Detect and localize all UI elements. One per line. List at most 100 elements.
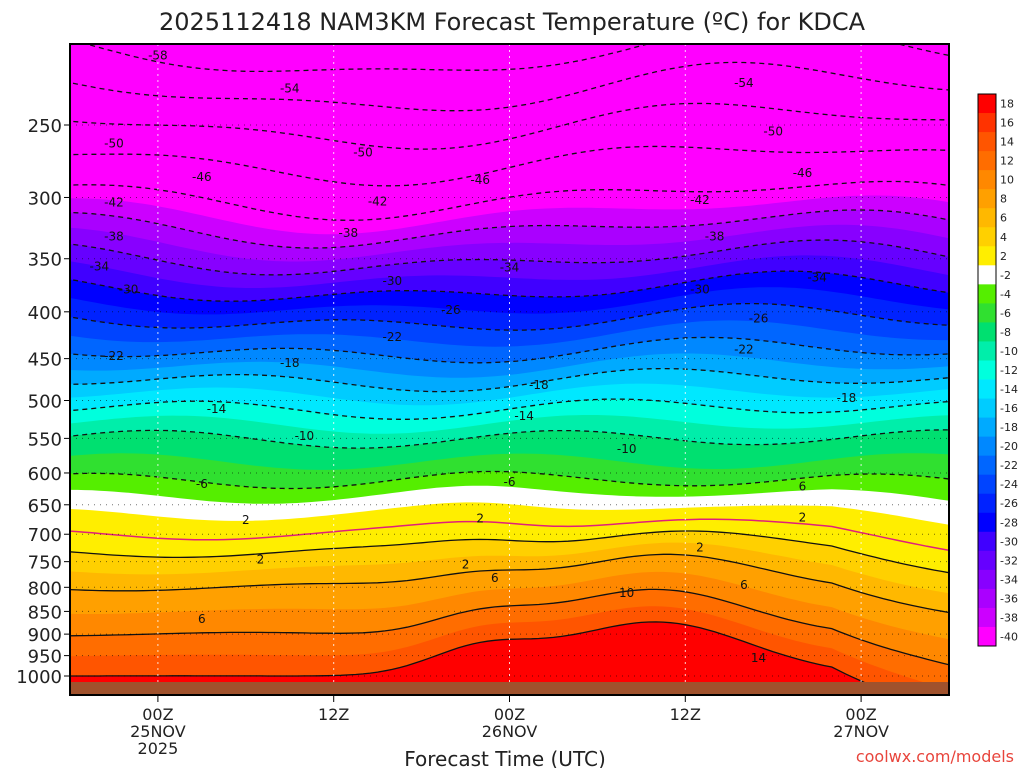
colorbar-swatch (978, 493, 996, 514)
isotherm--34 (70, 239, 949, 276)
contour-label: -6 (196, 477, 208, 491)
colorbar-swatch (978, 227, 996, 247)
colorbar-swatch (978, 398, 996, 419)
contour-label: -14 (514, 409, 534, 423)
isotherm--58 (84, 44, 949, 73)
contour-label: -26 (441, 303, 461, 317)
y-tick-label: 600 (28, 464, 62, 485)
isotherm--14 (70, 398, 949, 420)
colorbar-label: -16 (1000, 402, 1018, 415)
colorbar-label: 16 (1000, 117, 1014, 130)
colorbar-label: -30 (1000, 535, 1018, 548)
contour-label: -34 (89, 260, 109, 274)
colorbar-label: 2 (1000, 250, 1007, 263)
colorbar-label: -28 (1000, 516, 1018, 529)
x-tick-label: 12Z (318, 705, 349, 724)
contour-labels: -58 -54 -54 -50 -50 -50 -46 -46 -46 -42 -42 -42 -38 -… (89, 49, 856, 665)
x-tick-date: 25NOV (130, 722, 186, 741)
contour-label: -50 (353, 146, 373, 160)
contour-label: 6 (740, 578, 748, 592)
x-tick-label: 00Z (142, 705, 173, 724)
colorbar-swatch (978, 436, 996, 457)
contour-label: 14 (751, 651, 766, 665)
contour-label: -54 (280, 81, 300, 95)
colorbar-label: -40 (1000, 630, 1018, 643)
contour-label: -22 (104, 349, 124, 363)
contour-label: -38 (339, 226, 359, 240)
colorbar-label: -2 (1000, 269, 1011, 282)
x-tick-label: 00Z (845, 705, 876, 724)
colorbar-label: -8 (1000, 326, 1011, 339)
contour-label: -38 (705, 230, 725, 244)
colorbar-swatch (978, 607, 996, 628)
colorbar-swatch (978, 455, 996, 476)
colorbar-label: 10 (1000, 174, 1014, 187)
isotherm--10 (70, 429, 949, 449)
colorbar-swatch (978, 379, 996, 400)
contour-label: -34 (807, 271, 827, 285)
colorbar-swatch (978, 531, 996, 552)
colorbar-swatch (978, 588, 996, 609)
colorbar-label: -38 (1000, 611, 1018, 624)
colorbar-swatch (978, 322, 996, 342)
contour-label: -10 (617, 442, 637, 456)
contour-label: -42 (104, 196, 124, 210)
contour-label: -46 (793, 166, 813, 180)
contour-label: -50 (763, 124, 783, 138)
colorbar-label: 12 (1000, 155, 1014, 168)
contour-label: -50 (104, 137, 124, 151)
contour-label: 2 (242, 513, 250, 527)
contour-label: -42 (368, 194, 388, 208)
contour-label: 2 (476, 512, 484, 526)
y-tick-label: 300 (28, 188, 62, 209)
contour-label: -46 (470, 173, 490, 187)
colorbar-label: 4 (1000, 231, 1007, 244)
ground-strip (70, 682, 949, 695)
colorbar-label: -4 (1000, 288, 1011, 301)
y-tick-label: 700 (28, 525, 62, 546)
y-tick-label: 500 (28, 392, 62, 413)
contour-label: 2 (799, 510, 807, 524)
isotherm--38 (70, 209, 949, 249)
contour-label: -6 (504, 475, 516, 489)
colorbar-label: -14 (1000, 383, 1018, 396)
colorbar-swatch (978, 132, 996, 152)
contour-label: -58 (148, 49, 168, 63)
credit-text: coolwx.com/models (856, 747, 1014, 766)
contour-label: 6 (799, 480, 807, 494)
isotherm-2 (70, 530, 949, 574)
chart-title: 2025112418 NAM3KM Forecast Temperature (… (159, 8, 866, 36)
colorbar-label: -10 (1000, 345, 1018, 358)
colorbar-label: -18 (1000, 421, 1018, 434)
colorbar-swatch (978, 246, 996, 266)
colorbar-swatch (978, 113, 996, 133)
y-tick-label: 550 (28, 429, 62, 450)
x-tick-label: 12Z (670, 705, 701, 724)
temperature-bands (70, 44, 949, 695)
colorbar-swatch (978, 265, 996, 285)
colorbar-swatch (978, 512, 996, 533)
y-tick-label: 350 (28, 250, 62, 271)
y-tick-label: 950 (28, 647, 62, 668)
y-tick-label: 250 (28, 116, 62, 137)
colorbar-swatch (978, 151, 996, 171)
isotherm--42 (70, 180, 949, 221)
freezing-line (70, 518, 949, 552)
colorbar-label: -24 (1000, 478, 1018, 491)
colorbar-label: -22 (1000, 459, 1018, 472)
colorbar-label: -6 (1000, 307, 1011, 320)
colorbar-label: -12 (1000, 364, 1018, 377)
grid-lines (70, 44, 949, 695)
contour-label: -46 (192, 170, 212, 184)
y-tick-label: 850 (28, 602, 62, 623)
contour-label: 10 (619, 586, 634, 600)
colorbar: 18 16 14 12 10 8 6 4 2 -2 -4 -6 -8 -10 -12 -14 -16 -18 -20… (977, 93, 1018, 647)
contour-label: 2 (696, 541, 704, 555)
colorbar-swatch (978, 474, 996, 495)
colorbar-label: 6 (1000, 212, 1007, 225)
colorbar-label: -34 (1000, 573, 1018, 586)
contour-label: -18 (837, 391, 857, 405)
isotherm--26 (70, 302, 949, 331)
isotherm--6 (70, 470, 949, 490)
